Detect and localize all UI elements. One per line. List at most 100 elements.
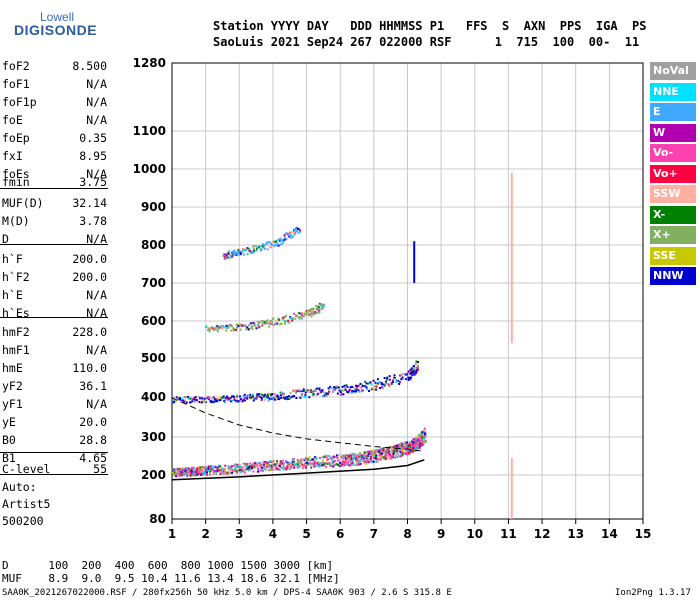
echo-point — [417, 368, 420, 371]
echo-point — [294, 317, 297, 320]
echo-point — [336, 457, 339, 460]
echo-point — [338, 389, 341, 392]
echo-point — [234, 253, 237, 256]
echo-point — [230, 329, 233, 332]
echo-point — [278, 464, 281, 467]
echo-point — [393, 456, 396, 459]
echo-point — [263, 247, 266, 250]
echo-point — [256, 320, 259, 323]
y-tick-label: 1280 — [133, 56, 166, 70]
echo-point — [271, 320, 274, 323]
echo-point — [296, 461, 299, 464]
echo-point — [204, 470, 207, 473]
echo-point — [400, 455, 403, 458]
echo-point — [322, 461, 325, 464]
echo-point — [268, 464, 271, 467]
echo-point — [314, 464, 317, 467]
echo-point — [286, 395, 289, 398]
echo-point — [268, 397, 271, 400]
echo-point — [261, 466, 264, 469]
echo-point — [275, 466, 278, 469]
x-tick-label: 14 — [601, 527, 618, 541]
echo-point — [375, 454, 378, 457]
echo-point — [300, 458, 303, 461]
echo-point — [237, 324, 240, 327]
echo-point — [285, 238, 288, 241]
echo-point — [239, 399, 242, 402]
echo-point — [201, 401, 204, 404]
echo-point — [308, 310, 311, 313]
echo-point — [379, 448, 382, 451]
echo-point — [260, 398, 263, 401]
echo-point — [410, 371, 413, 374]
auto-code: 500200 — [2, 514, 44, 528]
echo-point — [351, 385, 354, 388]
echo-point — [316, 387, 319, 390]
echo-point — [368, 458, 371, 461]
echo-point — [233, 249, 236, 252]
echo-point — [222, 472, 225, 475]
echo-point — [216, 469, 219, 472]
echo-point — [224, 253, 227, 256]
echo-point — [412, 441, 415, 444]
echo-point — [329, 457, 332, 460]
echo-point — [359, 382, 362, 385]
echo-point — [239, 468, 242, 471]
echo-point — [282, 393, 285, 396]
echo-point — [360, 386, 363, 389]
echo-point — [297, 389, 300, 392]
echo-point — [304, 464, 307, 467]
echo-point — [424, 434, 427, 437]
echo-point — [358, 463, 361, 466]
echo-point — [303, 312, 306, 315]
echo-point — [313, 312, 316, 315]
echo-point — [246, 326, 249, 329]
profile-line — [171, 459, 425, 481]
echo-point — [359, 462, 362, 465]
echo-point — [231, 252, 234, 255]
echo-point — [231, 399, 234, 402]
echo-point — [189, 401, 192, 404]
echo-point — [250, 250, 253, 253]
param-row-fof1p: foF1p N/A — [2, 95, 107, 110]
echo-point — [216, 326, 219, 329]
echo-point — [229, 471, 232, 474]
echo-point — [276, 323, 279, 326]
echo-point — [305, 311, 308, 314]
echo-point — [279, 323, 282, 326]
echo-point — [321, 306, 324, 309]
echo-point — [294, 391, 297, 394]
echo-point — [207, 468, 210, 471]
echo-point — [248, 467, 251, 470]
echo-point — [193, 398, 196, 401]
echo-point — [342, 393, 345, 396]
echo-point — [271, 393, 274, 396]
legend-item-nne: NNE — [650, 82, 696, 101]
echo-point — [407, 445, 410, 448]
echo-point — [410, 449, 413, 452]
echo-point — [283, 466, 286, 469]
echo-point — [246, 253, 249, 256]
echo-point — [220, 466, 223, 469]
echo-point — [338, 461, 341, 464]
echo-point — [272, 317, 275, 320]
echo-point — [179, 400, 182, 403]
echo-point — [271, 323, 274, 326]
echo-point — [263, 465, 266, 468]
echo-point — [260, 320, 263, 323]
echo-point — [348, 464, 351, 467]
echo-point — [299, 230, 302, 233]
echo-point — [400, 446, 403, 449]
echo-point — [423, 427, 426, 430]
echo-point — [256, 393, 259, 396]
echo-point — [266, 321, 269, 324]
echo-point — [251, 396, 254, 399]
echo-point — [368, 450, 371, 453]
echo-point — [172, 474, 175, 477]
echo-point — [238, 254, 241, 257]
echo-point — [251, 327, 254, 330]
footer-note: SAA0K_2021267022000.RSF / 280fx256h 50 k… — [2, 588, 452, 598]
footer-muf-row: MUF 8.9 9.0 9.5 10.4 11.6 13.4 18.6 32.1… — [2, 572, 340, 585]
echo-point — [297, 227, 300, 230]
echo-point — [347, 461, 350, 464]
